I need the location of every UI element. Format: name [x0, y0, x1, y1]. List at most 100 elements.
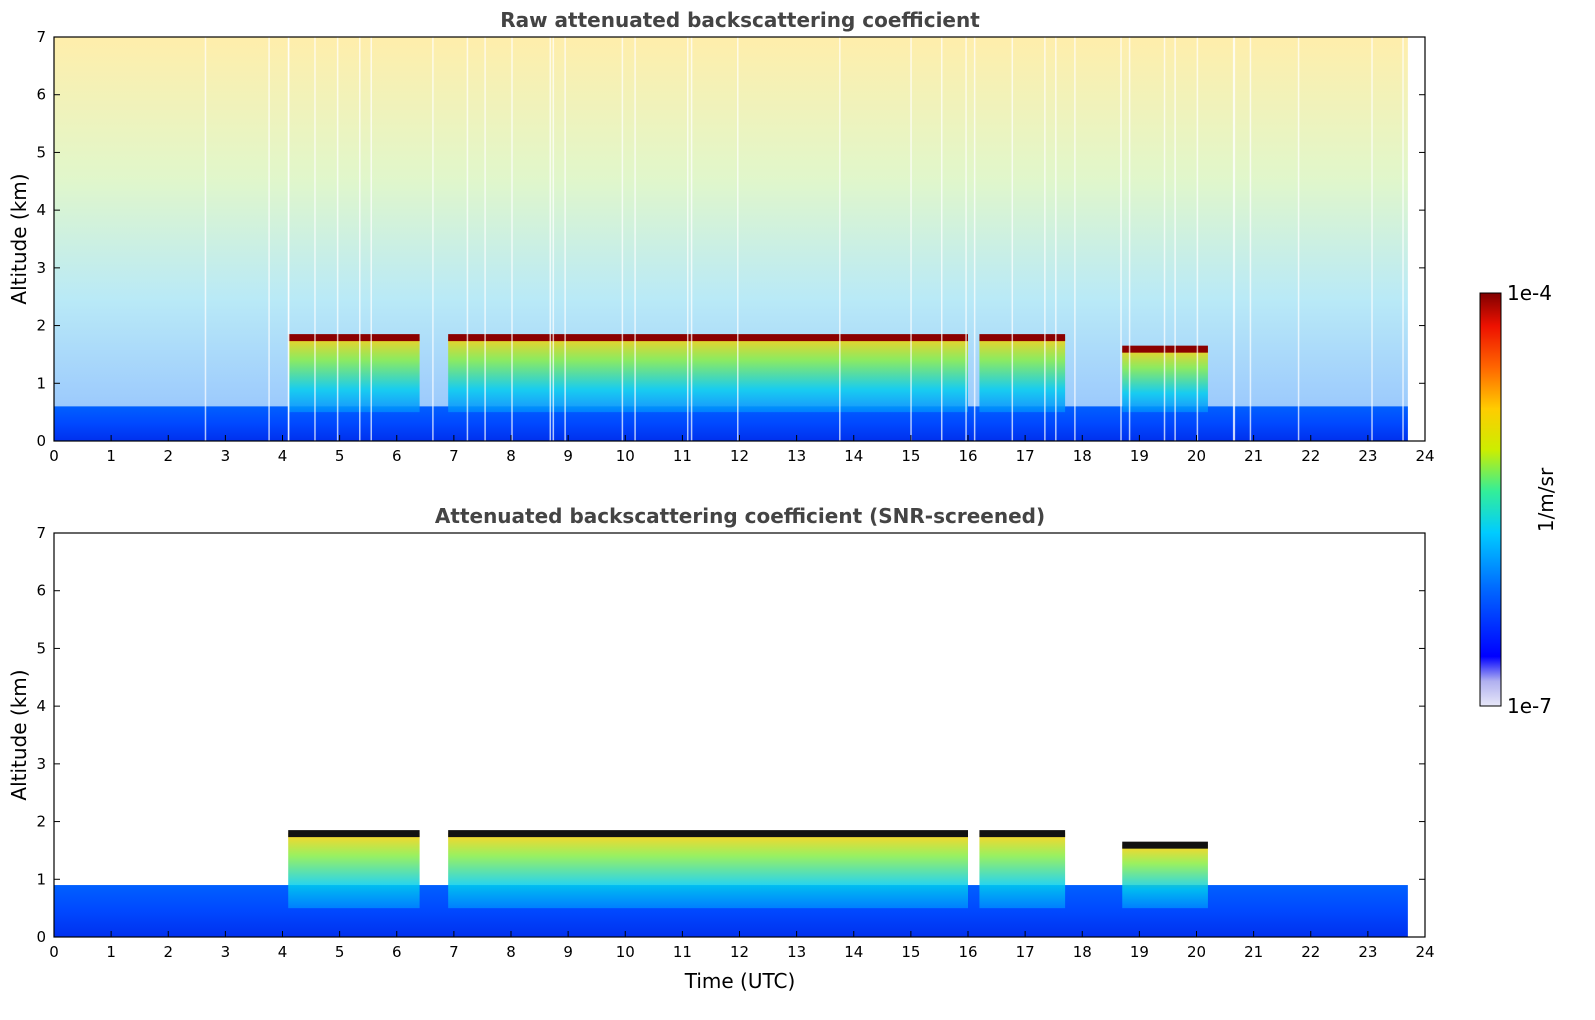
- data-gap: [359, 37, 361, 441]
- y-tick-label: 0: [36, 432, 46, 450]
- colorbar-max-label: 1e-4: [1507, 281, 1552, 305]
- data-gap: [1402, 37, 1404, 441]
- x-tick-label: 3: [221, 943, 231, 961]
- data-gap: [621, 37, 624, 441]
- x-tick-label: 18: [1073, 943, 1092, 961]
- cloud-segment: [288, 833, 420, 909]
- y-tick-label: 1: [36, 870, 46, 888]
- data-gap: [973, 37, 976, 441]
- x-tick-label: 18: [1073, 447, 1092, 465]
- x-tick-label: 12: [730, 943, 749, 961]
- x-tick-label: 15: [901, 447, 920, 465]
- data-gap: [910, 37, 912, 441]
- plot-area: [54, 830, 1408, 937]
- data-gap: [314, 37, 316, 441]
- data-gap: [634, 37, 636, 441]
- data-gap: [336, 37, 339, 441]
- x-tick-label: 0: [49, 943, 59, 961]
- panel-title: Attenuated backscattering coefficient (S…: [435, 504, 1045, 528]
- cloud-top: [979, 830, 1066, 838]
- x-tick-label: 4: [278, 943, 288, 961]
- x-tick-label: 2: [163, 447, 173, 465]
- panel-title: Raw attenuated backscattering coefficien…: [500, 8, 980, 32]
- snr-screened-panel: Attenuated backscattering coefficient (S…: [7, 504, 1435, 993]
- x-axis-ticks: 0 1 2 3 4 5 6 7 8 9 10 11 12 13 14 15 16 17 18 19 20 21 22 23 24: [49, 435, 1435, 465]
- y-tick-label: 7: [36, 524, 46, 542]
- x-tick-label: 3: [221, 447, 231, 465]
- x-tick-label: 20: [1187, 447, 1206, 465]
- x-tick-label: 9: [563, 447, 573, 465]
- x-tick-label: 19: [1130, 943, 1149, 961]
- colorbar-min-label: 1e-7: [1507, 694, 1552, 718]
- y-tick-label: 7: [36, 28, 46, 46]
- y-tick-label: 4: [36, 201, 46, 219]
- data-gap: [690, 37, 693, 441]
- y-tick-label: 4: [36, 697, 46, 715]
- data-gap: [564, 37, 566, 441]
- raw-backscatter-panel: Raw attenuated backscattering coefficien…: [7, 8, 1435, 465]
- x-tick-label: 6: [392, 447, 402, 465]
- data-gap: [1128, 37, 1131, 441]
- x-tick-label: 13: [787, 447, 806, 465]
- x-tick-label: 24: [1415, 447, 1434, 465]
- y-tick-label: 6: [36, 86, 46, 104]
- x-tick-label: 13: [787, 943, 806, 961]
- colorbar: 1e-4 1e-7 1/m/sr: [1479, 281, 1558, 718]
- data-gap: [511, 37, 513, 441]
- cloud-top: [288, 334, 420, 342]
- cloud-segment: [448, 833, 969, 909]
- data-gap: [1120, 37, 1122, 441]
- x-tick-label: 1: [106, 447, 116, 465]
- cloud-top: [979, 334, 1066, 342]
- y-tick-label: 6: [36, 582, 46, 600]
- data-gap: [370, 37, 372, 441]
- data-gap: [1232, 37, 1235, 441]
- data-gap: [432, 37, 434, 441]
- x-tick-label: 17: [1016, 943, 1035, 961]
- data-gap: [1163, 37, 1166, 441]
- y-tick-label: 2: [36, 317, 46, 335]
- x-tick-label: 7: [449, 943, 459, 961]
- x-tick-label: 16: [958, 447, 977, 465]
- x-tick-label: 2: [163, 943, 173, 961]
- x-axis-ticks: 0 1 2 3 4 5 6 7 8 9 10 11 12 13 14 15 16 17 18 19 20 21 22 23 24: [49, 931, 1435, 961]
- cloud-segment: [979, 833, 1066, 909]
- colorbar-unit-label: 1/m/sr: [1534, 467, 1558, 532]
- y-axis-label: Altitude (km): [7, 669, 31, 800]
- cloud-segment: [288, 337, 420, 413]
- y-tick-label: 3: [36, 259, 46, 277]
- x-tick-label: 1: [106, 943, 116, 961]
- cloud-top: [288, 830, 420, 838]
- x-tick-label: 10: [616, 943, 635, 961]
- x-tick-label: 21: [1244, 447, 1263, 465]
- y-tick-label: 5: [36, 639, 46, 657]
- x-tick-label: 12: [730, 447, 749, 465]
- data-gap: [484, 37, 486, 441]
- y-tick-label: 1: [36, 374, 46, 392]
- cloud-top: [448, 830, 969, 838]
- data-gap: [1196, 37, 1199, 441]
- colorbar-scale: [1479, 292, 1502, 707]
- data-gap: [1011, 37, 1014, 441]
- data-gap: [839, 37, 841, 441]
- cloud-segment: [1122, 844, 1208, 909]
- x-tick-label: 19: [1130, 447, 1149, 465]
- y-axis-ticks: 0 1 2 3 4 5 6 7: [36, 28, 1425, 450]
- x-tick-label: 8: [506, 447, 516, 465]
- x-tick-label: 22: [1301, 447, 1320, 465]
- data-gap: [940, 37, 943, 441]
- x-tick-label: 17: [1016, 447, 1035, 465]
- x-tick-label: 5: [335, 447, 345, 465]
- data-gap: [1297, 37, 1300, 441]
- x-tick-label: 20: [1187, 943, 1206, 961]
- data-gap: [965, 37, 967, 441]
- data-gap: [549, 37, 552, 441]
- y-tick-label: 2: [36, 813, 46, 831]
- cloud-top: [1122, 841, 1208, 849]
- data-gap: [1055, 37, 1057, 441]
- data-gap: [204, 37, 207, 441]
- x-tick-label: 23: [1358, 943, 1377, 961]
- data-gap: [466, 37, 469, 441]
- x-tick-label: 16: [958, 943, 977, 961]
- x-tick-label: 14: [844, 943, 863, 961]
